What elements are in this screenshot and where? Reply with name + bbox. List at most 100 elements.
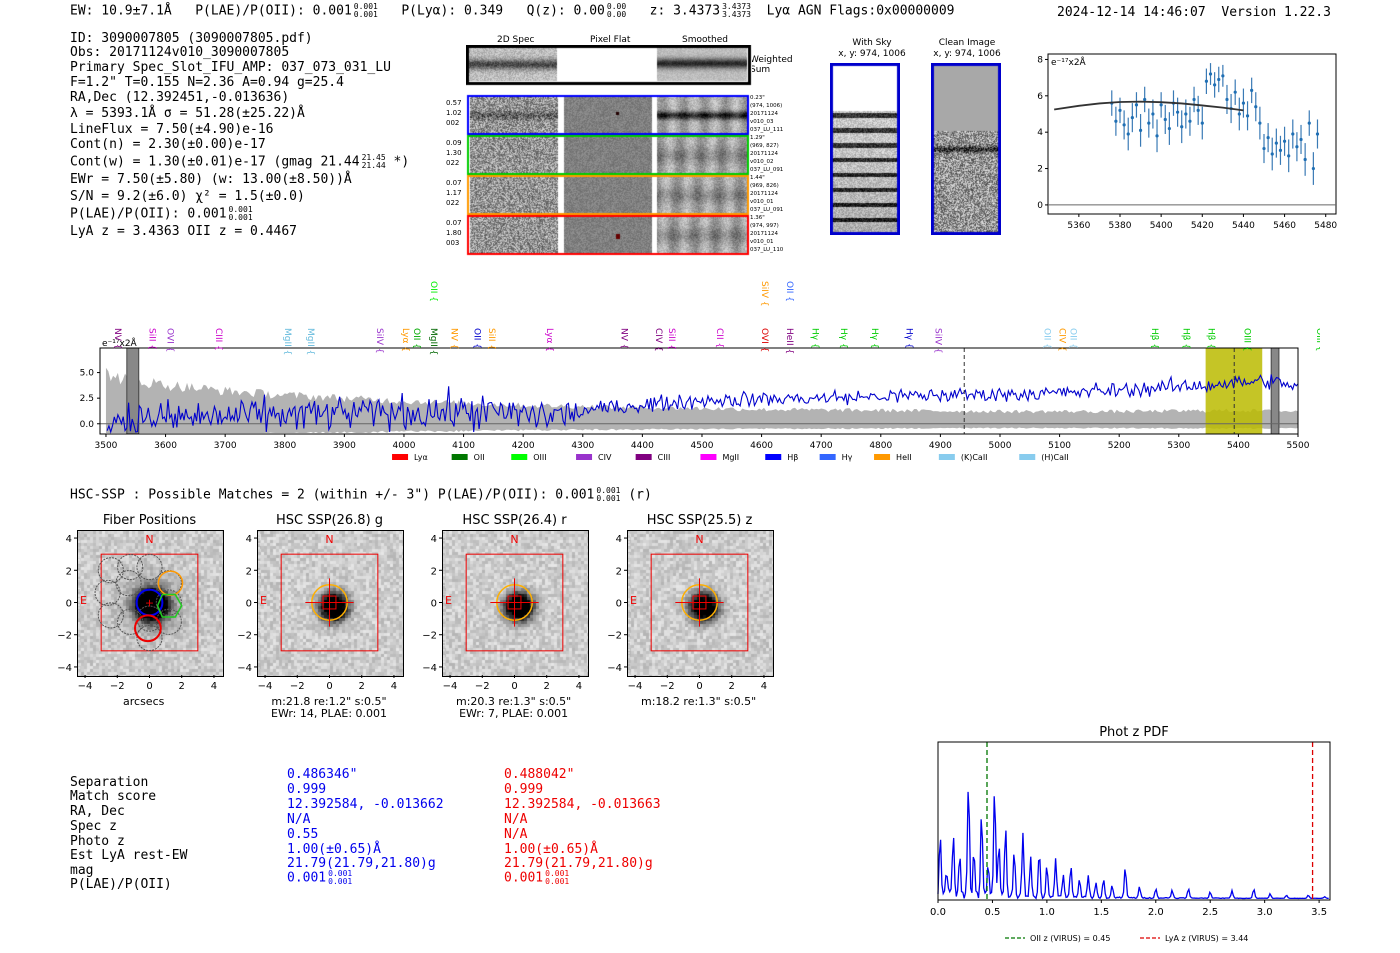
spec2d-col-smooth: Smoothed (682, 35, 728, 45)
match1-value: 0.55 (287, 827, 319, 842)
header-plae-frac: 0.001 0.001 (353, 2, 378, 19)
spectrum-xtick-label: 5500 (1287, 441, 1310, 451)
match1-value: 0.999 (287, 782, 327, 797)
fiber-circle (97, 602, 124, 629)
zoom-data-point (1163, 117, 1167, 122)
cutout-xtick-label: −4 (258, 681, 273, 692)
info-plae: P(LAE)/P(OII): 0.001 0.001 0.001 (70, 205, 253, 222)
spec2d-row-right-value: v010_01 (750, 199, 774, 205)
fiber-circle (97, 557, 124, 584)
spectrum-legend-swatch (451, 454, 468, 460)
info-id: ID: 3090007805 (3090007805.pdf) (70, 31, 313, 46)
cutout-overlay: N E + −4 −4 −2 −2 0 0 2 2 4 4 (57, 533, 217, 692)
match1-value: N/A (287, 812, 311, 827)
cutout-overlay: N E −4 −4 −2 −2 0 0 2 2 4 4 (237, 533, 397, 692)
cutout-ytick-label: 0 (66, 599, 72, 610)
zoom-data-point (1287, 154, 1291, 158)
cutout-caption-line2: EWr: 14, PLAE: 0.001 (271, 707, 388, 720)
spectrum-line-label: HeII { (784, 328, 794, 354)
zoom-data-point (1311, 166, 1315, 171)
spec2d-row-left-value: 1.80 (446, 229, 462, 237)
spec2d-row-right-label: 1.44" (969, 826) 20171124 v010_01 037_LU_091 (750, 174, 783, 214)
zoom-xtick-label: 5440 (1232, 221, 1255, 231)
photz-xtick-label: 3.5 (1311, 907, 1327, 918)
spectrum-line-label: CII { (714, 328, 724, 348)
zoom-data-point (1114, 119, 1118, 123)
spectrum-legend-label: CIII (658, 453, 671, 462)
zoom-data-point (1213, 83, 1217, 87)
zoom-data-point (1200, 121, 1204, 125)
zoom-data-point (1138, 128, 1143, 132)
photz-frame (937, 741, 1331, 901)
cutout-caption: m:18.2 re:1.3" s:0.5" (641, 696, 756, 708)
cutout-ytick-label: −4 (237, 663, 252, 674)
zoom-data-point (1208, 72, 1213, 76)
spec2d-row-left-value: 022 (446, 199, 460, 207)
fiber-circle (155, 608, 182, 635)
spectrum-line-label: SiIV { (759, 281, 769, 307)
zoom-data-point (1237, 112, 1241, 116)
zoom-ytick-label: 2 (1037, 165, 1043, 175)
zoom-data-point (1176, 110, 1180, 114)
spectrum-line-label: CIV { (1057, 328, 1067, 352)
match2-value: 21.79(21.79,21.80)g (504, 856, 653, 871)
spec2d-row-right-value: 037_LU_091 (750, 167, 784, 173)
zoom-ytick-label: 0 (1037, 201, 1043, 211)
spectrum-line-label: MgII { (282, 328, 292, 355)
zoom-data-point (1143, 97, 1147, 102)
spectrum-xtick-label: 3600 (154, 441, 177, 451)
match-field-label: RA, Dec (70, 804, 125, 819)
spectrum-legend-swatch (819, 454, 836, 460)
cutout-north-label: N (145, 533, 153, 546)
zoom-data-point (1167, 126, 1171, 131)
spectrum-line-label: SiII { (666, 328, 676, 350)
cutout-xtick-label: 4 (211, 681, 217, 692)
header-plae: P(LAE)/P(OII): 0.001 (195, 3, 352, 19)
zoom-data-point (1151, 112, 1155, 116)
cutout-north-label: N (695, 533, 703, 546)
spectrum-xtick-label: 4500 (691, 441, 714, 451)
spectrum-legend-swatch (874, 454, 891, 460)
spectrum-legend-label: (H)CaII (1041, 453, 1068, 462)
header-timestamp: 2024-12-14 14:46:07 (1057, 5, 1206, 20)
zoom-data-point (1217, 77, 1221, 82)
cutout-center-box (692, 595, 707, 610)
photz-xtick-label: 0.5 (984, 907, 1000, 918)
match1-value: 21.79(21.79,21.80)g (287, 856, 436, 871)
spectrum-series-line (106, 374, 1299, 434)
zoom-data-point (1307, 121, 1311, 125)
cutout-ytick-label: 4 (431, 534, 437, 545)
match-field-label: Match score (70, 789, 157, 804)
cutout-aperture-box (465, 553, 564, 652)
cutout-ytick-label: 0 (616, 599, 622, 610)
zoom-xtick-label: 5460 (1273, 221, 1296, 231)
match1-value: 0.486346" (287, 767, 358, 782)
spectrum-ytick-label: 0.0 (80, 420, 95, 430)
fiber-circle (136, 605, 163, 632)
spectrum-line-label: OIII { (1314, 328, 1320, 352)
zoom-data-point (1241, 101, 1246, 105)
header-ew: EW: 10.9±7.1Å (70, 3, 172, 19)
fiber-circle (117, 608, 144, 635)
cutout-ytick-label: −2 (57, 631, 72, 642)
cutout-east-label: E (445, 594, 452, 607)
zoom-data-point (1274, 141, 1278, 145)
with-sky-image (830, 63, 900, 235)
fiber-circle (94, 579, 121, 606)
spectrum-xtick-label: 5100 (1048, 441, 1071, 451)
spec2d-row-right-value: 037_LU_111 (750, 127, 784, 133)
zoom-data-point (1266, 136, 1270, 140)
spectrum-xtick-label: 5300 (1167, 441, 1190, 451)
fiber-orange (157, 570, 184, 597)
cutout-caption: m:20.3 re:1.3" s:0.5" EWr: 7, PLAE: 0.001 (456, 696, 571, 720)
spec2d-row-left-value: 1.30 (446, 149, 462, 157)
photz-pdf-chart: Phot z PDF 0.0 0.5 1.0 1.5 2.0 2.5 3.0 3.5 OII z … (930, 725, 1331, 943)
zoom-data-point (1130, 116, 1134, 120)
cutout-ytick-label: 4 (66, 534, 72, 545)
cutout-title: HSC SSP(25.5) z (646, 513, 753, 528)
cutout-caption-line1: m:20.3 re:1.3" s:0.5" (456, 695, 572, 708)
cutout-xtick-label: 2 (359, 681, 365, 692)
match2-value: N/A (504, 812, 528, 827)
cutout-ytick-label: 2 (246, 566, 252, 577)
match2-value: 12.392584, -0.013663 (504, 797, 661, 812)
